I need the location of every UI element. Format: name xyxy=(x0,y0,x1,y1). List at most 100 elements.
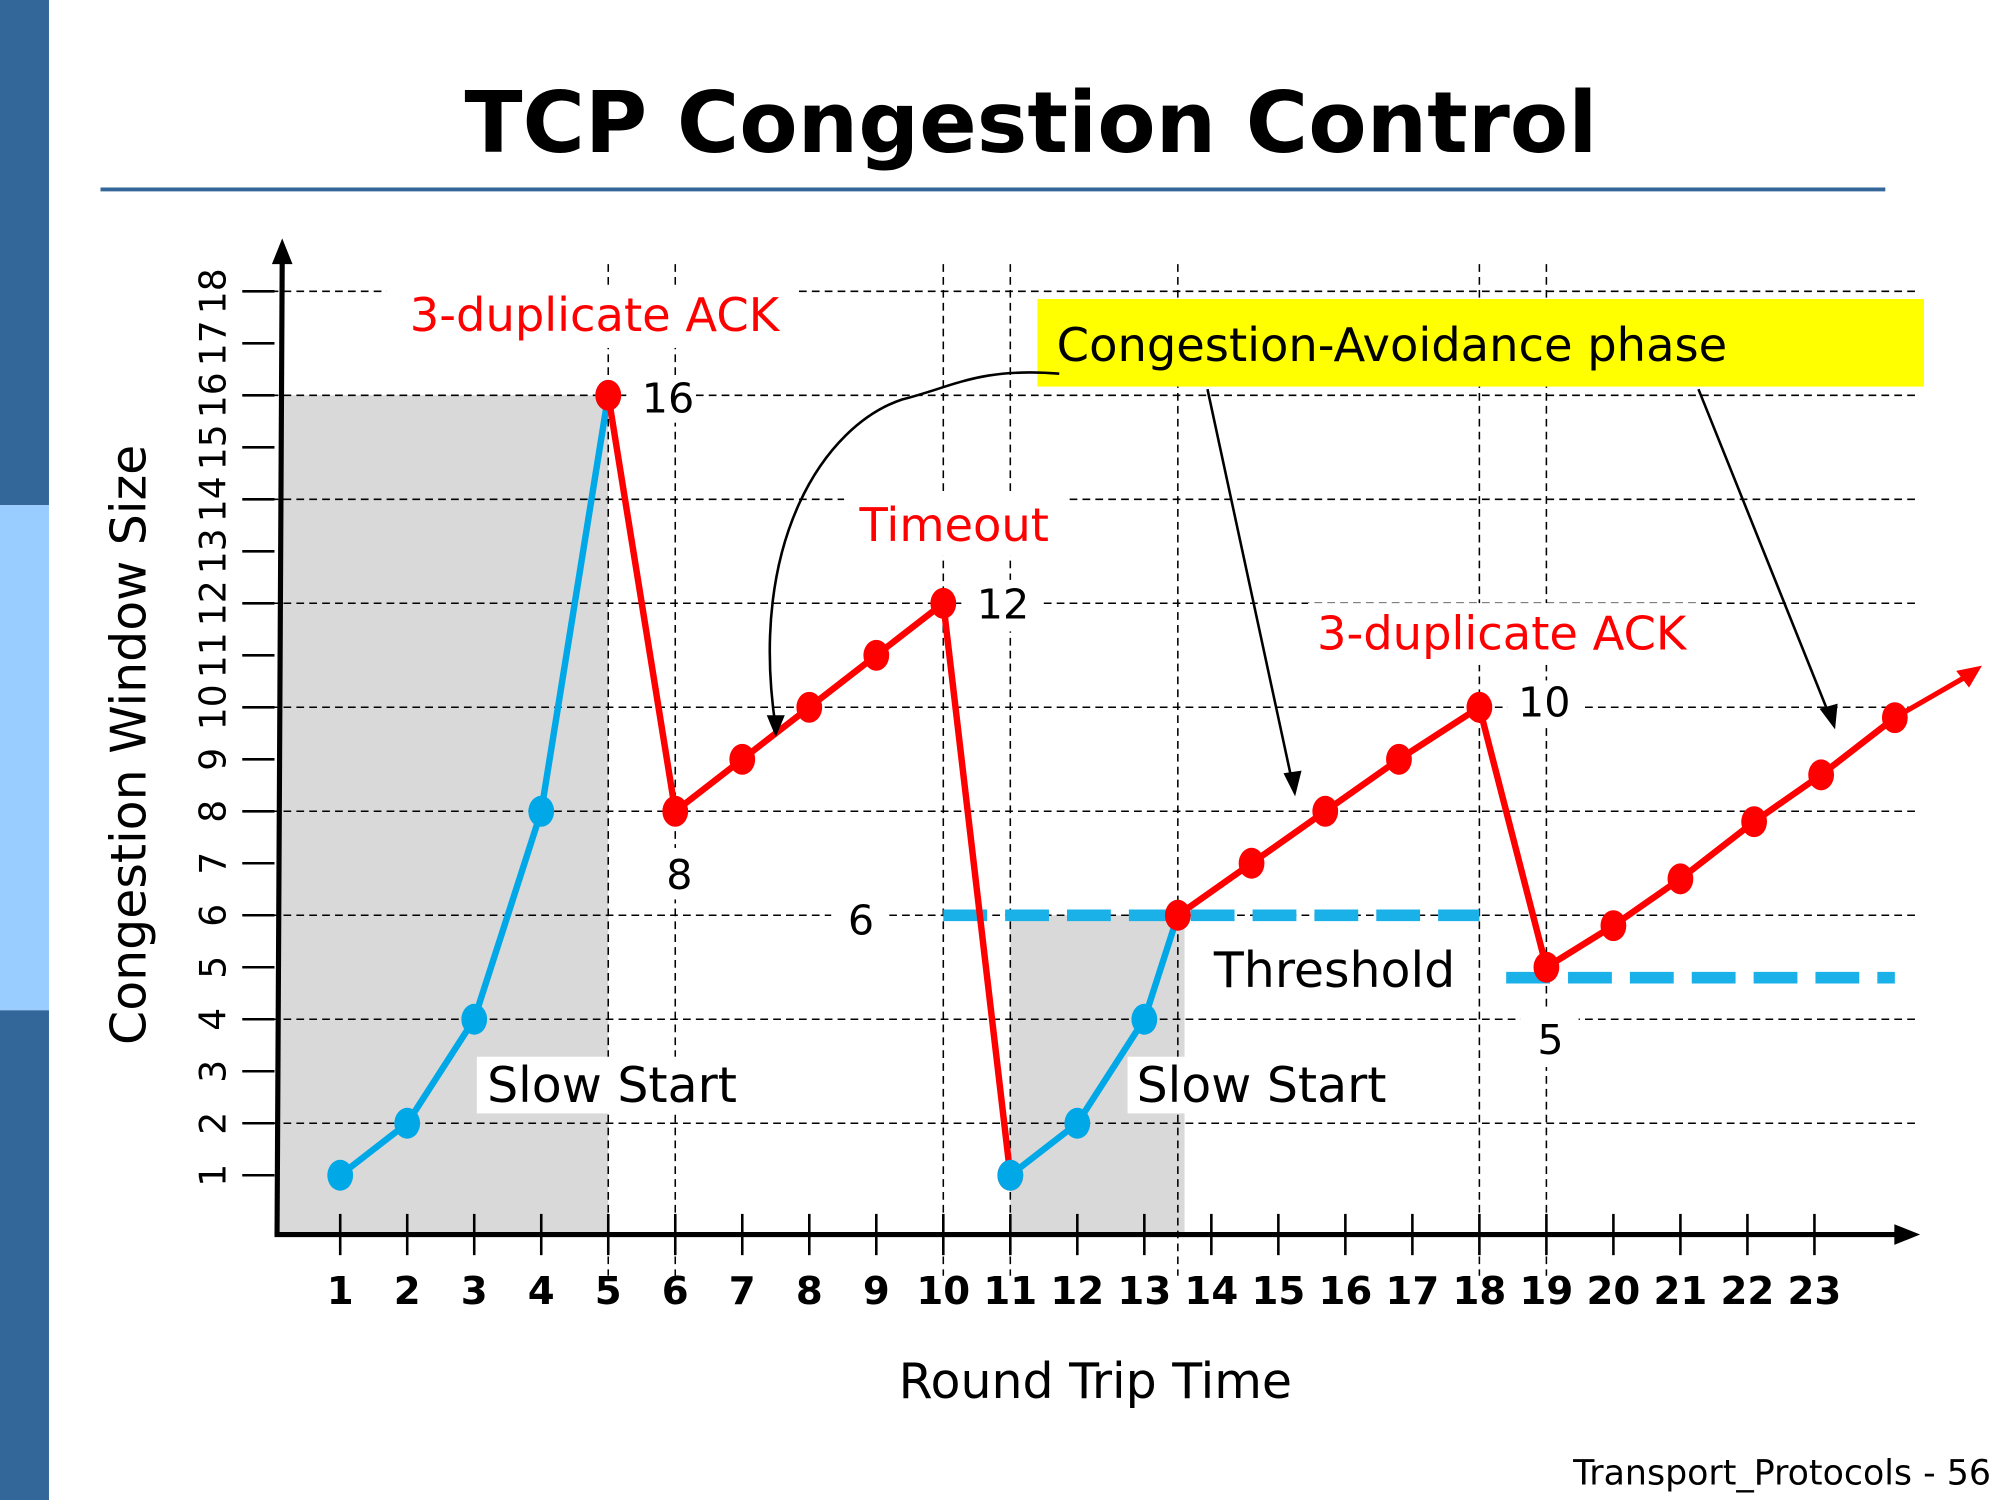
congestion-avoidance-2-point xyxy=(1881,702,1908,734)
label-bg xyxy=(1520,1010,1579,1068)
congestion-avoidance-2-point xyxy=(1238,847,1265,879)
y-tick-label: 14 xyxy=(193,476,235,522)
y-tick-label: 15 xyxy=(193,424,235,470)
x-tick-label: 13 xyxy=(1117,1269,1171,1314)
x-tick-label: 8 xyxy=(796,1269,823,1314)
phase-callout-bg xyxy=(1037,298,1924,387)
sidebar-band-middle xyxy=(0,505,49,1011)
y-tick-label: 7 xyxy=(193,852,235,875)
x-tick-label: 19 xyxy=(1520,1269,1574,1314)
label-bg xyxy=(650,847,709,900)
x-tick-label: 7 xyxy=(729,1269,756,1314)
label-bg xyxy=(966,579,1042,632)
x-tick-label: 9 xyxy=(863,1269,890,1314)
sidebar-band-bottom xyxy=(0,1010,49,1504)
congestion-avoidance-1-point xyxy=(796,691,823,723)
congestion-avoidance-2-point xyxy=(1808,759,1835,791)
congestion-avoidance-2-point xyxy=(1741,806,1768,838)
congestion-avoidance-1-point xyxy=(863,639,890,671)
congestion-avoidance-1-point xyxy=(729,743,756,775)
y-tick-label: 17 xyxy=(193,320,235,366)
congestion-avoidance-2-arrow-line xyxy=(1893,671,1973,720)
y-axis xyxy=(274,257,285,1235)
label-bg xyxy=(1127,1056,1399,1114)
slow-start-1-point xyxy=(528,795,555,827)
dup-ack-label-1: 3-duplicate ACK xyxy=(410,288,781,342)
value-label-v5: 5 xyxy=(1537,1016,1563,1064)
dup-ack-label-2: 3-duplicate ACK xyxy=(1317,606,1688,660)
slow-start-2-point xyxy=(997,1159,1024,1191)
x-tick-label: 4 xyxy=(528,1269,555,1314)
y-tick-label: 13 xyxy=(193,528,235,574)
x-tick-label: 14 xyxy=(1184,1269,1238,1314)
y-tick-label: 18 xyxy=(193,268,235,314)
x-tick-label: 21 xyxy=(1654,1269,1708,1314)
slow-start-1-point xyxy=(461,1003,488,1035)
phase-arrow-2 xyxy=(1206,388,1294,784)
y-tick-label: 2 xyxy=(193,1112,235,1135)
congestion-avoidance-1-point xyxy=(930,587,957,619)
x-tick-label: 2 xyxy=(394,1269,421,1314)
congestion-avoidance-2-point xyxy=(1466,691,1493,723)
y-tick-label: 12 xyxy=(193,580,235,626)
y-tick-label: 8 xyxy=(193,800,235,823)
x-tick-label: 16 xyxy=(1318,1269,1372,1314)
slide-footer: Transport_Protocols - 56 xyxy=(1572,1454,1991,1494)
sidebar-band-top xyxy=(0,0,49,506)
x-tick-label: 1 xyxy=(327,1269,354,1314)
label-bg xyxy=(1507,680,1583,727)
value-label-v8: 8 xyxy=(666,851,692,899)
congestion-avoidance-2-point xyxy=(1386,743,1412,775)
threshold-label: Threshold xyxy=(1213,942,1455,999)
y-tick-label: 1 xyxy=(193,1164,235,1187)
y-axis-arrow-icon xyxy=(271,238,293,265)
congestion-avoidance-2-point xyxy=(1164,899,1191,931)
y-tick-label: 6 xyxy=(193,904,235,927)
x-tick-label: 6 xyxy=(662,1269,689,1314)
label-bg xyxy=(844,493,1070,556)
x-axis-arrow-icon xyxy=(1894,1224,1921,1245)
phase-arrow-3 xyxy=(1697,388,1832,717)
slow-start-label-1: Slow Start xyxy=(487,1057,737,1114)
y-tick-label: 5 xyxy=(193,956,235,979)
label-bg xyxy=(1307,603,1702,665)
x-tick-label: 12 xyxy=(1050,1269,1104,1314)
x-tick-label: 18 xyxy=(1452,1269,1506,1314)
label-bg xyxy=(831,891,890,946)
slow-start-1-point xyxy=(327,1159,354,1191)
slow-start-label-2: Slow Start xyxy=(1137,1057,1387,1114)
congestion-avoidance-2-point xyxy=(1312,795,1339,827)
congestion-avoidance-2-point xyxy=(1533,951,1560,983)
congestion-avoidance-1-point xyxy=(662,795,689,827)
x-tick-label: 23 xyxy=(1788,1269,1842,1314)
label-bg xyxy=(476,1056,748,1114)
value-label-v6: 6 xyxy=(848,896,874,944)
y-tick-label: 10 xyxy=(193,684,235,730)
x-tick-label: 15 xyxy=(1251,1269,1305,1314)
slow-start-2-point xyxy=(1064,1107,1091,1139)
congestion-avoidance-2-point xyxy=(1667,863,1694,895)
x-tick-label: 22 xyxy=(1721,1269,1775,1314)
y-tick-label: 11 xyxy=(193,632,235,678)
x-tick-label: 17 xyxy=(1385,1269,1439,1314)
y-tick-label: 4 xyxy=(193,1008,235,1031)
x-tick-label: 11 xyxy=(983,1269,1037,1314)
slow-start-2-line xyxy=(1008,914,1181,1178)
slow-start-2-point xyxy=(1131,1003,1158,1035)
arrow-head-icon xyxy=(766,715,785,738)
arrow-head-icon xyxy=(1819,703,1838,730)
phase-callout-label: Congestion-Avoidance phase xyxy=(1057,318,1728,372)
label-bg xyxy=(631,376,696,423)
x-tick-label: 20 xyxy=(1587,1269,1641,1314)
x-tick-label: 5 xyxy=(595,1269,622,1314)
x-tick-label: 3 xyxy=(461,1269,488,1314)
label-bg xyxy=(1198,943,1463,1000)
congestion-avoidance-2-arrow-icon xyxy=(1956,665,1982,688)
congestion-avoidance-1-point xyxy=(595,379,622,411)
label-bg xyxy=(386,286,799,348)
value-label-v12: 12 xyxy=(977,581,1029,629)
y-tick-label: 16 xyxy=(193,372,235,418)
value-label-v10: 10 xyxy=(1518,678,1570,726)
